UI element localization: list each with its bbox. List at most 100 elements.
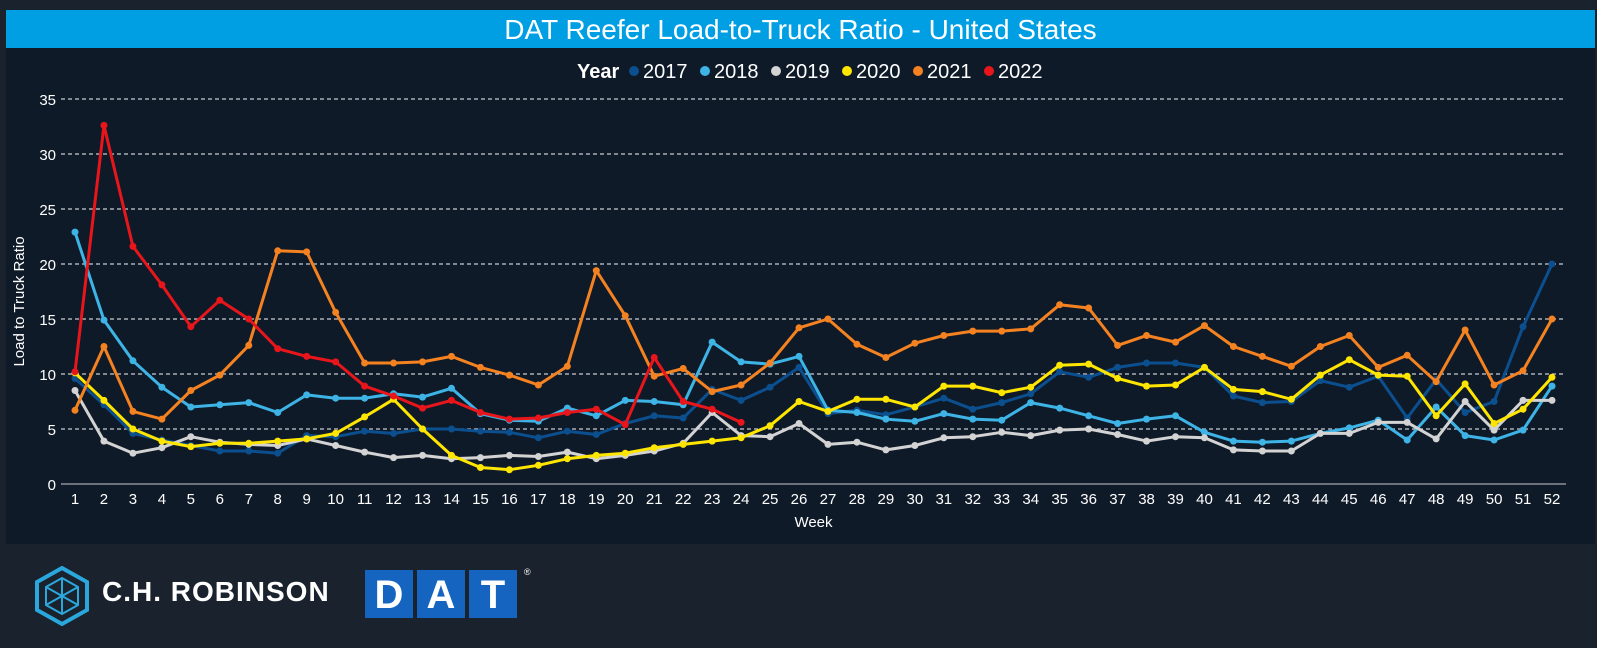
data-point-2018: [303, 391, 311, 399]
data-point-2020: [766, 422, 774, 430]
data-point-2017: [592, 431, 600, 438]
data-point-2018: [592, 412, 600, 420]
x-tick-label: 38: [1138, 491, 1155, 508]
x-tick-label: 12: [385, 491, 402, 508]
chart-panel: DAT Reefer Load-to-Truck Ratio - United …: [6, 10, 1595, 544]
x-tick-label: 30: [907, 491, 924, 508]
data-point-2018: [621, 396, 629, 404]
x-tick-label: 44: [1312, 491, 1329, 508]
data-point-2021: [824, 315, 832, 323]
x-tick-label: 9: [303, 491, 311, 508]
dat-letter-d: D: [365, 570, 413, 618]
data-point-2019: [1374, 418, 1382, 426]
data-point-2019: [882, 446, 890, 454]
data-point-2021: [592, 267, 600, 275]
legend-label-2017: 2017: [643, 61, 688, 83]
data-point-2021: [737, 381, 745, 389]
data-point-2022: [621, 421, 629, 429]
data-point-2018: [1345, 424, 1353, 432]
x-tick-label: 19: [588, 491, 605, 508]
data-point-2021: [1143, 332, 1151, 339]
data-point-2019: [766, 433, 774, 441]
data-point-2020: [419, 425, 427, 433]
x-tick-label: 49: [1457, 491, 1474, 508]
data-point-2019: [1403, 418, 1411, 426]
x-tick-label: 39: [1167, 491, 1184, 508]
data-point-2017: [1519, 323, 1527, 331]
legend-marker-2018: [700, 66, 710, 76]
data-point-2021: [1085, 304, 1093, 312]
data-point-2022: [187, 323, 195, 331]
data-point-2021: [1114, 341, 1122, 349]
data-point-2019: [998, 428, 1006, 436]
data-point-2017: [1548, 260, 1556, 268]
data-point-2021: [650, 372, 658, 380]
data-point-2022: [563, 409, 571, 416]
data-point-2020: [679, 440, 687, 448]
data-point-2020: [534, 461, 542, 469]
data-point-2020: [1345, 356, 1353, 364]
x-tick-label: 32: [964, 491, 981, 508]
y-tick-label: 0: [48, 477, 56, 494]
x-tick-label: 18: [559, 491, 576, 508]
data-point-2020: [1172, 381, 1180, 389]
legend-marker-2021: [913, 66, 923, 76]
data-point-2019: [476, 454, 484, 462]
x-tick-label: 29: [878, 491, 895, 508]
data-point-2017: [1143, 359, 1151, 367]
data-point-2019: [1114, 431, 1122, 438]
x-tick-label: 40: [1196, 491, 1213, 508]
data-point-2017: [940, 394, 948, 402]
x-tick-label: 36: [1080, 491, 1097, 508]
data-point-2017: [390, 429, 398, 437]
data-point-2018: [245, 399, 253, 407]
data-point-2021: [1027, 325, 1035, 333]
data-point-2019: [1345, 429, 1353, 437]
x-tick-label: 22: [675, 491, 692, 508]
data-point-2022: [650, 354, 658, 361]
data-point-2021: [476, 363, 484, 371]
x-tick-label: 4: [158, 491, 166, 508]
data-point-2021: [1548, 315, 1556, 323]
data-point-2020: [332, 429, 340, 437]
legend-marker-2017: [629, 66, 639, 76]
data-point-2020: [1085, 360, 1093, 368]
data-point-2021: [361, 359, 369, 367]
data-point-2022: [71, 368, 79, 376]
data-point-2021: [245, 341, 253, 349]
data-point-2017: [1229, 392, 1237, 400]
y-tick-label: 20: [39, 257, 56, 274]
x-tick-label: 5: [187, 491, 195, 508]
x-tick-label: 46: [1370, 491, 1387, 508]
data-point-2018: [1200, 428, 1208, 436]
data-point-2018: [361, 394, 369, 402]
data-point-2017: [766, 383, 774, 391]
legend-label-2020: 2020: [856, 61, 901, 83]
data-point-2021: [1172, 338, 1180, 346]
data-point-2022: [708, 405, 716, 413]
data-point-2020: [245, 439, 253, 447]
legend: Year 2017 2018 2019 2020 2021 2022: [577, 61, 1043, 83]
data-point-2021: [998, 327, 1006, 335]
dat-letter-a: A: [417, 570, 465, 618]
data-point-2021: [390, 359, 398, 367]
data-point-2017: [447, 425, 455, 433]
data-point-2019: [1056, 426, 1064, 434]
x-tick-label: 2: [100, 491, 108, 508]
data-point-2018: [1114, 420, 1122, 427]
data-point-2020: [505, 466, 513, 474]
data-point-2020: [882, 395, 890, 403]
legend-marker-2020: [842, 66, 852, 76]
data-point-2020: [1461, 380, 1469, 388]
x-tick-label: 14: [443, 491, 460, 508]
x-tick-label: 23: [704, 491, 721, 508]
data-point-2020: [100, 396, 108, 404]
data-point-2019: [361, 448, 369, 456]
data-point-2019: [100, 437, 108, 445]
x-tick-label: 3: [129, 491, 137, 508]
data-point-2021: [940, 332, 948, 339]
data-point-2020: [708, 437, 716, 445]
data-point-2020: [476, 464, 484, 471]
data-point-2019: [71, 387, 79, 394]
